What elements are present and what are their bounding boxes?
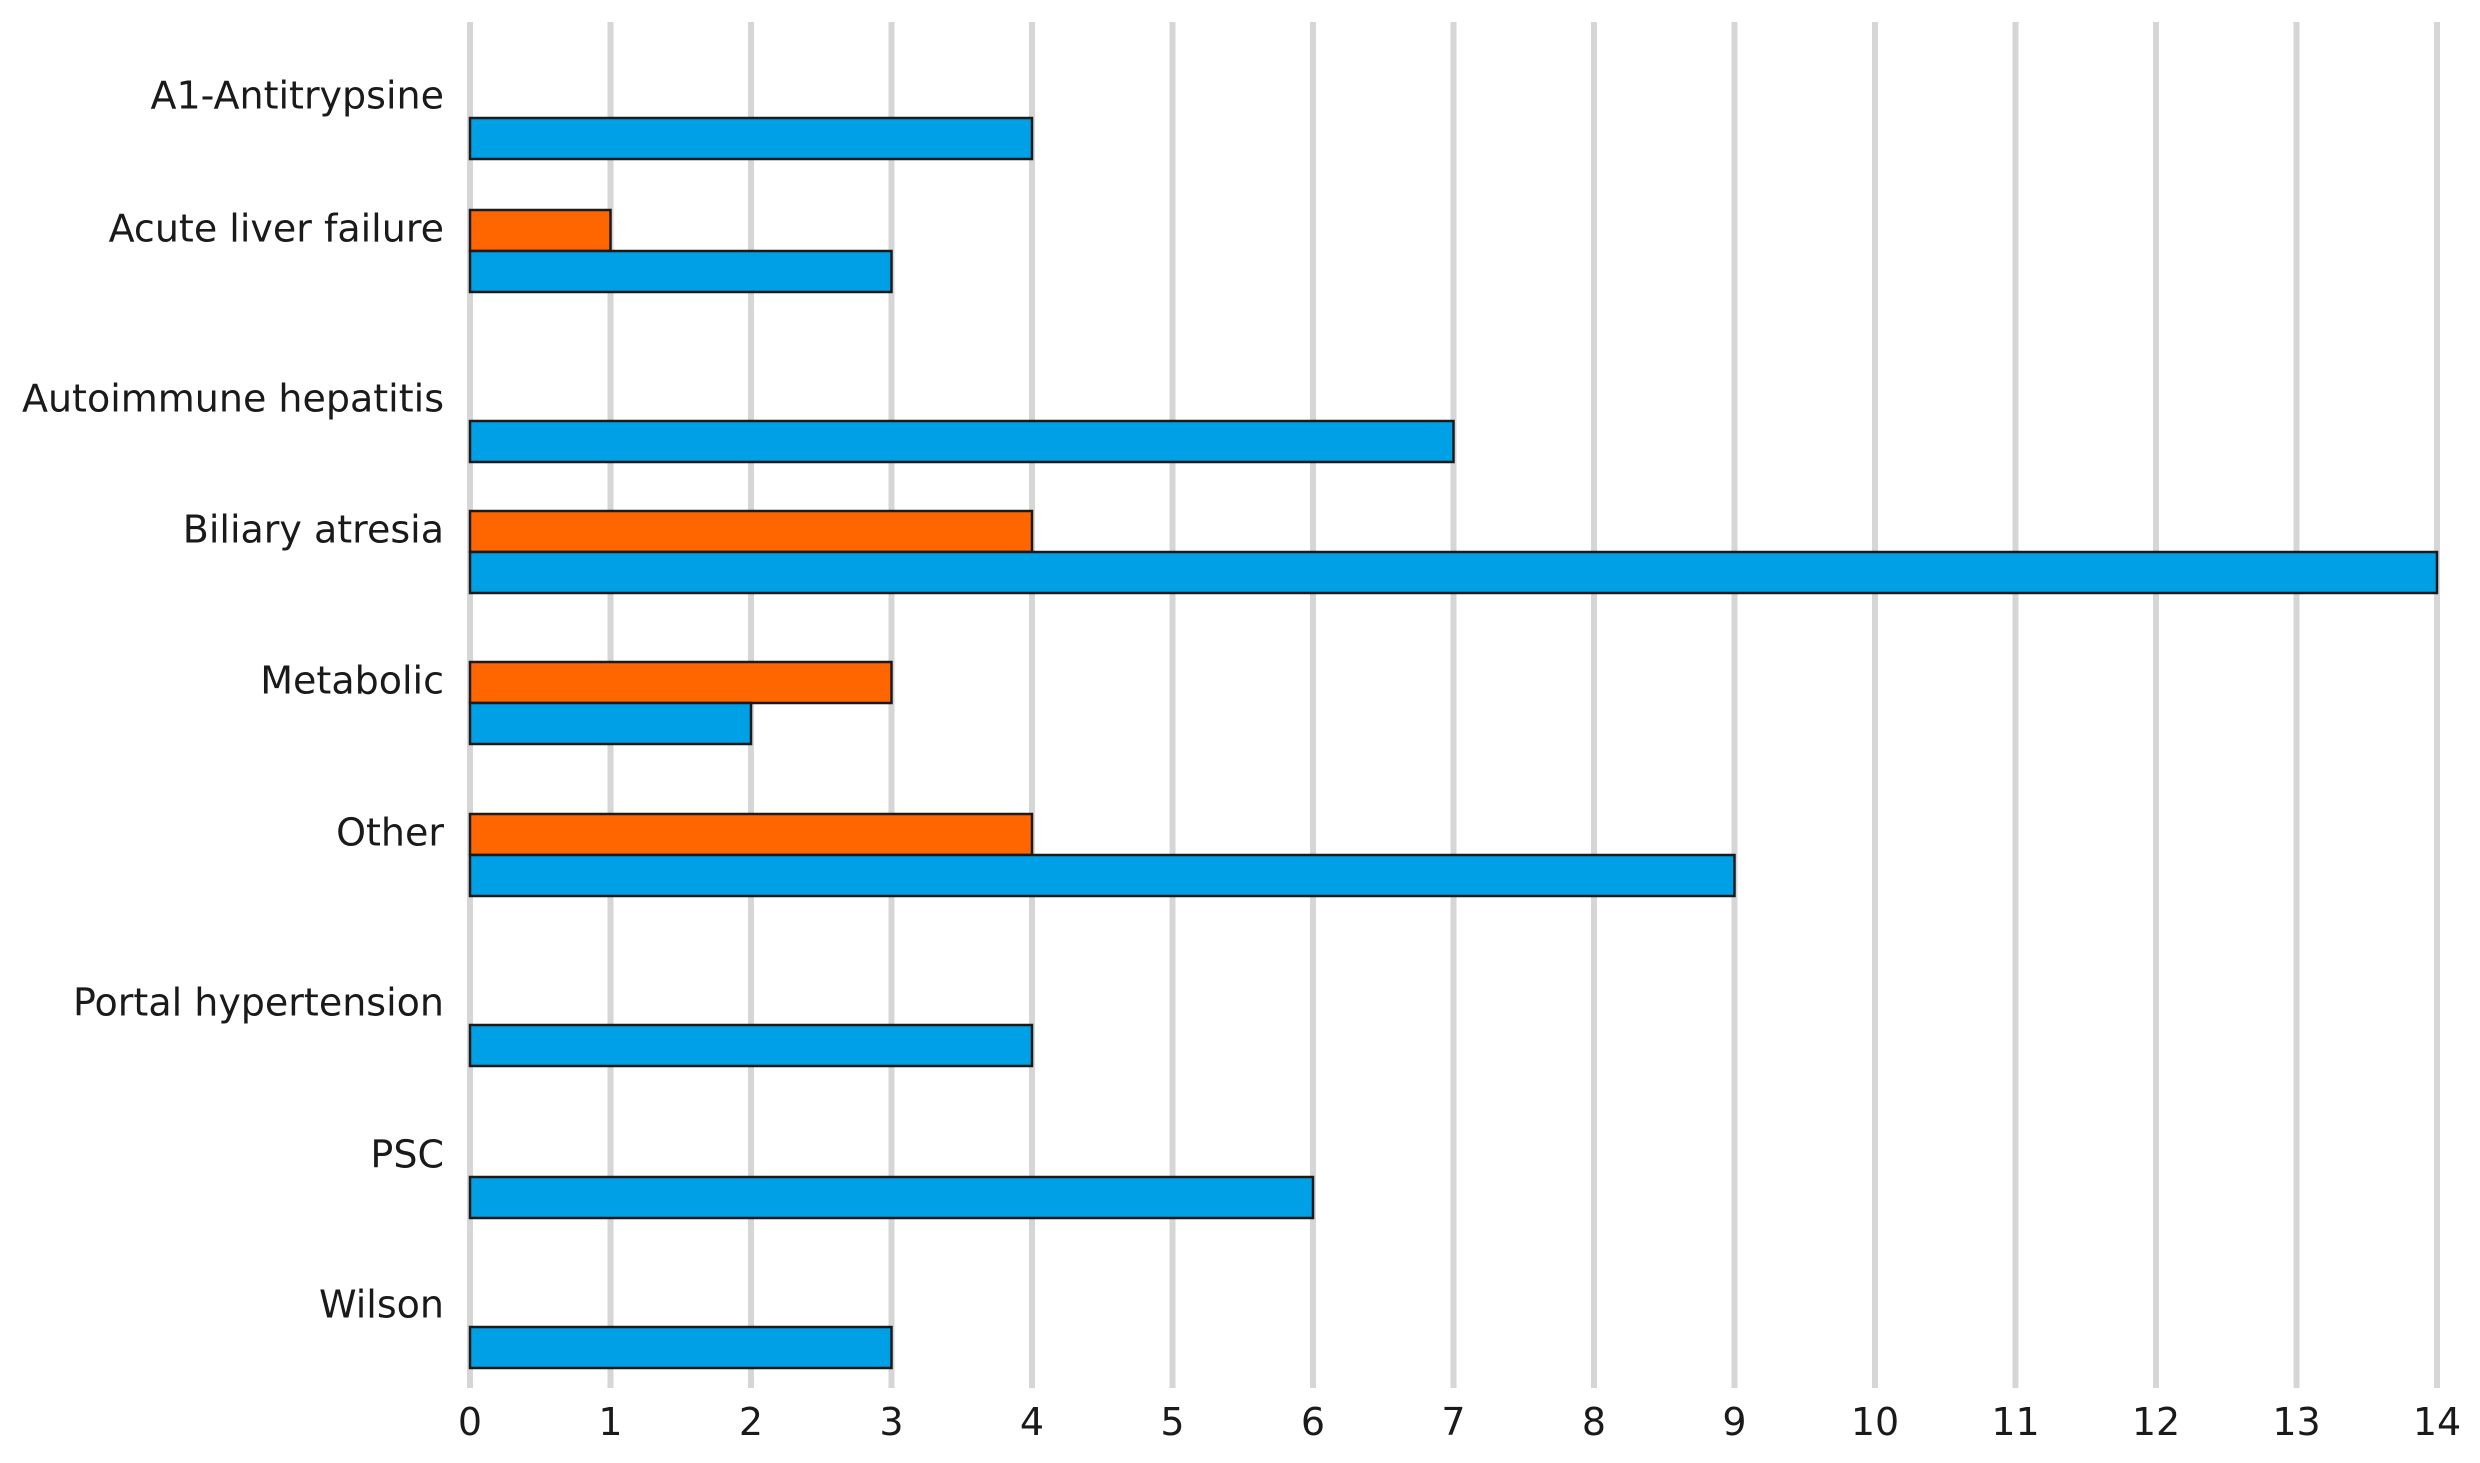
bar-series1-other	[468, 812, 1034, 857]
x-tick-label-14: 14	[2413, 1400, 2461, 1444]
category-label-biliary-atresia: Biliary atresia	[183, 508, 444, 552]
x-tick-label-13: 13	[2272, 1400, 2320, 1444]
x-tick-label-8: 8	[1582, 1400, 1606, 1444]
x-tick-label-11: 11	[1991, 1400, 2039, 1444]
x-tick-label-7: 7	[1441, 1400, 1465, 1444]
bar-series2-autoimmune-hepatitis	[468, 419, 1455, 464]
category-label-portal-hypertension: Portal hypertension	[73, 981, 444, 1025]
x-tick-label-2: 2	[739, 1400, 763, 1444]
x-tick-label-0: 0	[458, 1400, 482, 1444]
category-label-autoimmune-hepatitis: Autoimmune hepatitis	[22, 377, 444, 421]
bar-series2-a1-antitrypsine	[468, 116, 1034, 161]
bar-series1-metabolic	[468, 660, 893, 705]
x-tick-label-12: 12	[2132, 1400, 2180, 1444]
category-label-psc: PSC	[370, 1133, 444, 1177]
bar-series2-portal-hypertension	[468, 1023, 1034, 1068]
category-label-a1-antitrypsine: A1-Antitrypsine	[150, 74, 444, 118]
grid	[467, 22, 2440, 1388]
category-labels: A1-Antitrypsine Acute liver failure Autoim…	[22, 74, 444, 1327]
bar-series2-acute-liver-failure	[468, 249, 893, 294]
x-tick-label-4: 4	[1020, 1400, 1044, 1444]
category-label-acute-liver-failure: Acute liver failure	[109, 207, 444, 251]
x-tick-label-1: 1	[598, 1400, 622, 1444]
x-tick-label-9: 9	[1722, 1400, 1746, 1444]
x-tick-label-10: 10	[1851, 1400, 1899, 1444]
category-label-other: Other	[336, 811, 444, 855]
x-tick-label-5: 5	[1160, 1400, 1184, 1444]
x-tick-label-6: 6	[1301, 1400, 1325, 1444]
bar-series2-other	[468, 853, 1736, 898]
x-tick-label-3: 3	[879, 1400, 903, 1444]
bar-series1-acute-liver-failure	[468, 208, 612, 253]
bar-series1-biliary-atresia	[468, 509, 1034, 554]
bar-series2-metabolic	[468, 701, 753, 746]
bars	[468, 116, 2439, 1370]
bar-series2-wilson	[468, 1325, 893, 1370]
category-label-metabolic: Metabolic	[260, 659, 444, 703]
x-axis-tick-labels: 0 1 2 3 4 5 6 7 8 9 10 11 12 13 14	[458, 1400, 2461, 1444]
bar-series2-psc	[468, 1175, 1315, 1220]
category-label-wilson: Wilson	[319, 1283, 444, 1327]
bar-series2-biliary-atresia	[468, 550, 2439, 595]
